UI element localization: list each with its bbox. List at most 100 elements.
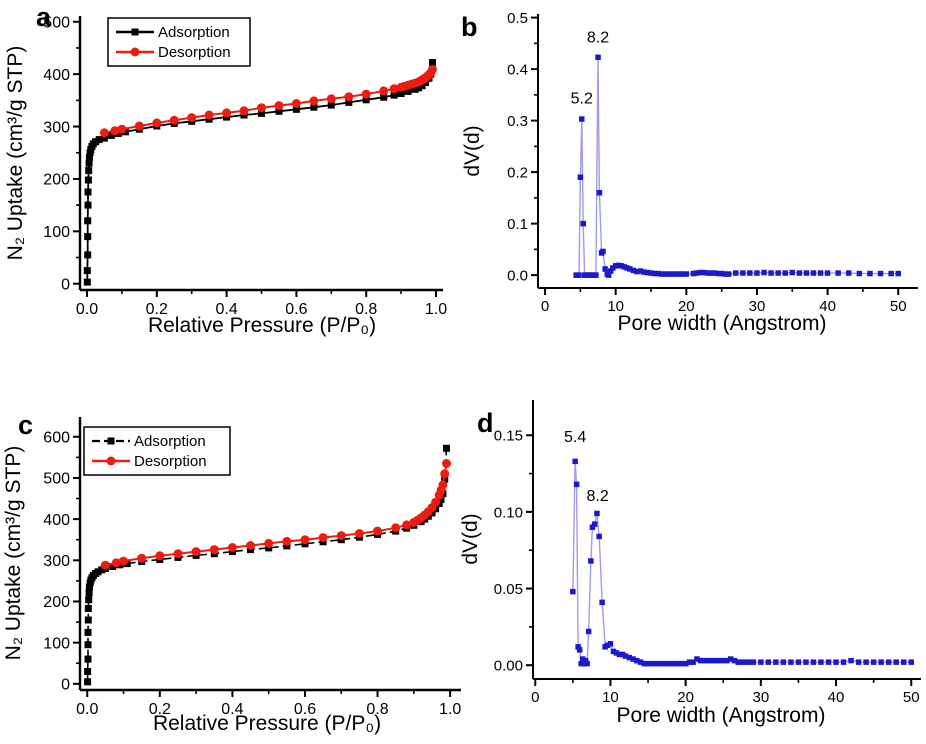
x-tick-label: 0.2 <box>146 301 168 318</box>
data-point-marker <box>627 266 633 272</box>
data-point-marker <box>608 268 614 274</box>
data-point-marker <box>437 495 445 503</box>
data-point-marker <box>694 270 700 276</box>
data-point-marker <box>856 270 863 277</box>
data-point-marker <box>361 89 371 99</box>
data-point-marker <box>715 270 721 277</box>
data-point-marker <box>577 174 584 180</box>
data-point-marker <box>686 659 693 665</box>
x-tick-label: 0.8 <box>355 301 377 318</box>
data-point-marker <box>390 91 398 99</box>
data-point-marker <box>671 660 678 667</box>
data-point-marker <box>579 656 586 662</box>
data-point-marker <box>191 547 201 557</box>
data-point-marker <box>803 270 810 276</box>
data-point-marker <box>438 480 448 490</box>
legend-label: Adsorption <box>134 433 206 450</box>
y-tick-label: 0.0 <box>507 268 528 285</box>
series-desorption <box>100 459 451 570</box>
data-point-marker <box>676 271 682 277</box>
data-point-marker <box>735 659 741 665</box>
data-point-marker <box>585 628 592 635</box>
data-point-marker <box>169 115 179 125</box>
data-point-marker <box>110 126 120 136</box>
data-point-marker <box>675 660 681 667</box>
data-point-marker <box>690 270 697 277</box>
x-tick-label: 30 <box>749 298 766 315</box>
data-point-marker <box>840 659 847 665</box>
x-tick-label: 0 <box>541 298 549 315</box>
data-point-marker <box>669 271 675 277</box>
data-point-marker <box>362 96 370 104</box>
x-tick-label: 20 <box>678 298 695 315</box>
data-point-marker <box>404 87 412 95</box>
data-point-marker <box>622 653 629 659</box>
legend: Adsorption Desorption <box>83 426 231 476</box>
data-point-marker <box>705 657 711 664</box>
legend-label: Desorption <box>134 453 207 470</box>
x-tick-label: 10 <box>607 298 624 315</box>
data-point-marker <box>443 444 450 452</box>
data-point-marker <box>327 101 335 109</box>
data-point-marker <box>810 659 817 665</box>
y-tick-label: 0.15 <box>494 428 523 445</box>
y-tick-label: 400 <box>43 67 70 84</box>
legend-marker-sample <box>131 28 139 36</box>
data-point-marker <box>326 94 336 104</box>
y-tick-label: 0.10 <box>494 504 523 521</box>
data-point-marker <box>754 270 760 276</box>
data-point-marker <box>84 678 92 686</box>
data-point-marker <box>641 660 647 667</box>
data-point-marker <box>630 656 636 662</box>
data-point-marker <box>682 660 689 667</box>
data-point-marker <box>739 659 745 665</box>
data-point-marker <box>655 270 661 277</box>
y-tick-label: 0 <box>61 276 70 293</box>
data-point-marker <box>679 660 685 667</box>
data-point-marker <box>630 267 637 274</box>
data-point-marker <box>610 265 616 271</box>
data-point-marker <box>634 268 640 275</box>
data-point-marker <box>645 660 651 667</box>
data-point-marker <box>84 188 92 196</box>
data-point-marker <box>795 659 802 665</box>
data-point-marker <box>855 659 862 665</box>
data-point-marker <box>282 536 292 546</box>
data-point-marker <box>708 270 714 276</box>
data-point-marker <box>589 524 596 530</box>
data-point-marker <box>716 657 723 664</box>
data-point-marker <box>204 110 214 120</box>
data-point-marker <box>397 90 405 97</box>
data-point-marker <box>648 270 654 276</box>
data-point-marker <box>701 269 707 276</box>
data-point-marker <box>84 605 92 612</box>
y-tick-label: 0.4 <box>507 62 528 79</box>
data-point-marker <box>743 659 749 665</box>
legend-marker-sample <box>107 437 115 445</box>
data-point-marker <box>379 86 389 96</box>
data-point-marker <box>761 269 767 276</box>
data-point-marker <box>187 113 197 123</box>
data-point-marker <box>782 270 788 276</box>
y-tick-label: 500 <box>43 15 70 32</box>
data-point-marker <box>908 659 914 665</box>
peak-annotation: 8.2 <box>587 29 609 46</box>
data-point-marker <box>264 538 274 548</box>
data-point-marker <box>111 558 121 568</box>
data-point-marker <box>825 659 832 665</box>
data-point-marker <box>257 103 266 113</box>
data-point-marker <box>258 109 265 117</box>
data-point-marker <box>310 103 318 111</box>
panel-label-d: d <box>477 408 494 438</box>
data-point-marker <box>746 659 753 665</box>
data-point-marker <box>83 278 91 286</box>
data-point-marker <box>570 588 576 595</box>
data-point-marker <box>344 92 354 102</box>
peak-annotation: 5.4 <box>564 429 586 446</box>
data-point-marker <box>796 270 803 276</box>
data-point-marker <box>637 659 644 665</box>
data-point-marker <box>740 270 746 276</box>
data-point-marker <box>85 589 93 597</box>
data-point-marker <box>718 270 725 277</box>
data-point-marker <box>600 248 606 255</box>
